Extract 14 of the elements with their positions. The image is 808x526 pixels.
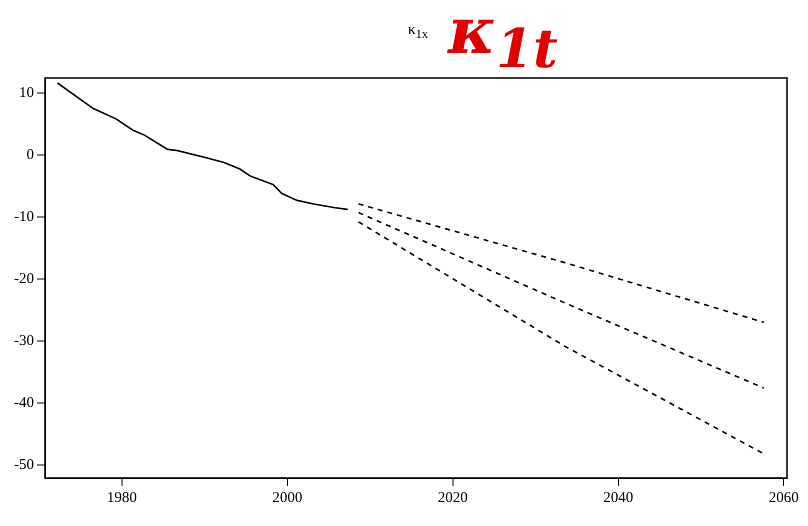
annotation: κ$_{1t}$ [448,0,558,80]
x-tick-label: 1980 [106,490,137,506]
y-tick-label: -10 [14,208,34,225]
y-tick-label: -20 [14,270,34,287]
chart-title: κ$_{1x}$ [408,22,428,42]
y-tick-label: -50 [14,456,34,473]
y-tick-label: -40 [14,394,34,411]
x-tick-label: 2000 [272,490,302,506]
x-tick-label: 2020 [438,490,468,506]
y-tick-label: 10 [19,84,34,101]
x-tick-label: 2060 [768,490,799,506]
y-tick-label: -30 [14,332,34,349]
y-tick-label: 0 [26,146,34,163]
x-tick-label: 2040 [603,490,634,506]
